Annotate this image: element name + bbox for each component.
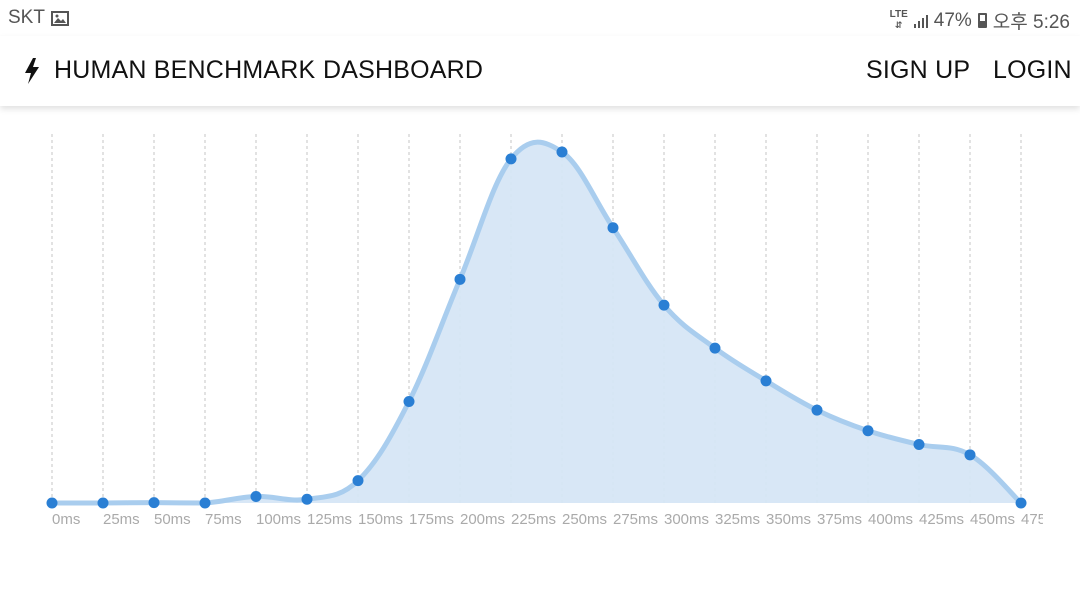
x-tick-label: 275ms: [613, 511, 658, 528]
distribution-chart-svg: 0ms 25ms 50ms 75ms 100ms 125ms 150ms 175ms 200ms…: [46, 134, 1066, 528]
x-tick-label: 25ms: [103, 511, 140, 528]
x-tick-label: 475ms: [1021, 511, 1066, 528]
data-point[interactable]: [709, 342, 721, 354]
data-point[interactable]: [148, 497, 160, 509]
clock: 오후 5:26: [992, 12, 1070, 33]
x-tick-label: 75ms: [205, 511, 242, 528]
lightning-bolt-icon: [25, 57, 39, 84]
signup-link[interactable]: SIGN UP: [866, 56, 971, 84]
data-point[interactable]: [46, 497, 58, 509]
x-tick-label: 0ms: [52, 511, 80, 528]
signal-icon: [913, 14, 928, 28]
data-point[interactable]: [301, 493, 313, 505]
data-point[interactable]: [403, 395, 415, 407]
x-tick-labels-layer: 0ms 25ms 50ms 75ms 100ms 125ms 150ms 175ms 200ms…: [52, 511, 1066, 528]
reaction-time-chart: 0ms 25ms 50ms 75ms 100ms 125ms 150ms 175ms 200ms…: [0, 106, 1080, 607]
distribution-line: [49, 139, 1024, 506]
x-tick-label: 225ms: [511, 511, 556, 528]
data-point[interactable]: [913, 439, 925, 450]
status-bar-left: SKT: [8, 7, 69, 29]
dashboard-link[interactable]: DASHBOARD: [323, 56, 484, 84]
battery-icon: [977, 13, 987, 28]
data-point[interactable]: [352, 475, 364, 487]
carrier-name: SKT: [8, 7, 45, 28]
data-point[interactable]: [811, 404, 823, 416]
data-point[interactable]: [658, 299, 670, 311]
data-point[interactable]: [964, 449, 976, 461]
top-navbar: HUMAN BENCHMARK DASHBOARD SIGN UP LOGIN: [0, 36, 1080, 106]
x-tick-label: 100ms: [256, 511, 301, 528]
x-tick-label: 250ms: [562, 511, 607, 528]
x-tick-label: 50ms: [154, 511, 191, 528]
lte-indicator: LTE ⇵: [889, 9, 908, 31]
data-point[interactable]: [760, 375, 772, 387]
x-tick-label: 350ms: [766, 511, 811, 528]
data-point[interactable]: [454, 273, 466, 285]
login-link[interactable]: LOGIN: [993, 56, 1072, 84]
data-point[interactable]: [199, 497, 211, 509]
data-point[interactable]: [1015, 497, 1027, 509]
x-tick-label: 375ms: [817, 511, 862, 528]
x-tick-label: 450ms: [970, 511, 1015, 528]
data-point[interactable]: [97, 497, 109, 509]
status-bar: SKT LTE ⇵ 47% 오후 5:26: [0, 0, 1080, 36]
x-tick-label: 300ms: [664, 511, 709, 528]
data-point[interactable]: [607, 222, 619, 234]
x-tick-label: 425ms: [919, 511, 964, 528]
x-tick-label: 200ms: [460, 511, 505, 528]
data-point[interactable]: [862, 425, 874, 437]
image-notification-icon: [50, 10, 69, 26]
brand-name: HUMAN BENCHMARK: [54, 56, 316, 84]
x-tick-label: 175ms: [409, 511, 454, 528]
data-point[interactable]: [505, 153, 517, 165]
data-point[interactable]: [556, 146, 568, 158]
x-tick-label: 150ms: [358, 511, 403, 528]
x-tick-label: 325ms: [715, 511, 760, 528]
brand-link[interactable]: HUMAN BENCHMARK: [24, 56, 315, 85]
x-tick-label: 125ms: [307, 511, 352, 528]
battery-percent: 47%: [933, 9, 972, 31]
distribution-area: [52, 142, 1021, 503]
data-point[interactable]: [250, 490, 262, 502]
data-points-layer: [46, 146, 1027, 509]
status-bar-right: LTE ⇵ 47% 오후 5:26: [890, 7, 1070, 34]
x-tick-label: 400ms: [868, 511, 913, 528]
